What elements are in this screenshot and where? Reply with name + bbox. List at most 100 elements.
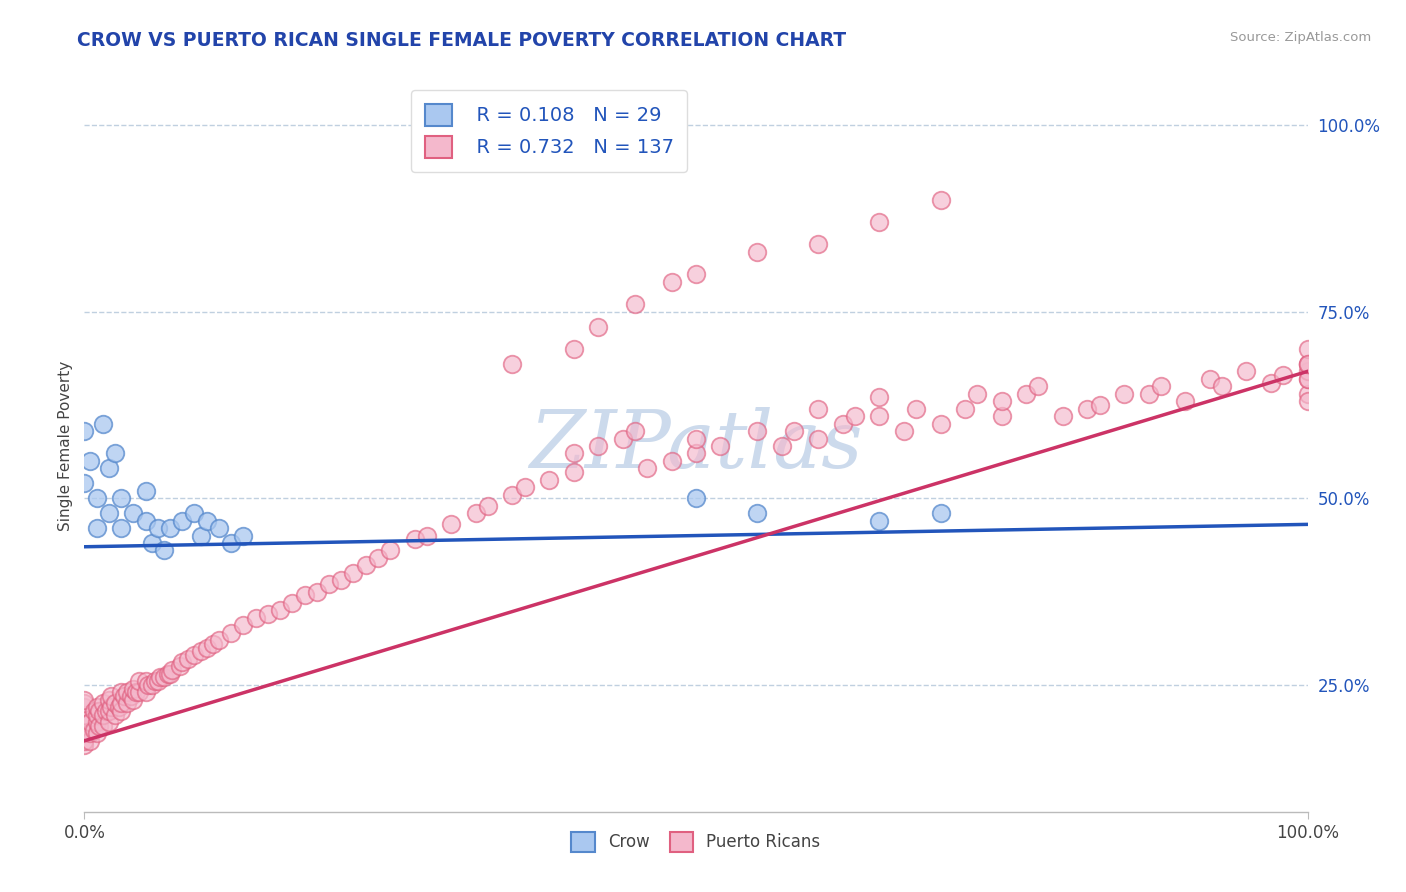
Point bbox=[146, 674, 169, 689]
Point bbox=[685, 432, 707, 446]
Point bbox=[1211, 379, 1233, 393]
Point bbox=[143, 674, 166, 689]
Point bbox=[245, 610, 267, 624]
Point bbox=[97, 461, 120, 475]
Point bbox=[477, 499, 499, 513]
Point bbox=[1296, 357, 1319, 371]
Point bbox=[172, 656, 194, 670]
Point bbox=[110, 521, 132, 535]
Point bbox=[190, 528, 212, 542]
Point bbox=[128, 674, 150, 689]
Point bbox=[122, 681, 145, 696]
Point bbox=[991, 394, 1014, 409]
Point bbox=[562, 446, 585, 460]
Point bbox=[73, 476, 96, 491]
Point bbox=[153, 670, 176, 684]
Point bbox=[104, 446, 127, 460]
Point bbox=[354, 558, 377, 573]
Point bbox=[128, 685, 150, 699]
Point bbox=[869, 514, 891, 528]
Point bbox=[162, 663, 184, 677]
Point bbox=[73, 707, 96, 722]
Point bbox=[538, 473, 561, 487]
Point bbox=[73, 700, 96, 714]
Point bbox=[562, 465, 585, 479]
Point bbox=[586, 439, 609, 453]
Point bbox=[104, 697, 127, 711]
Point bbox=[73, 734, 96, 748]
Point bbox=[91, 417, 114, 431]
Point bbox=[305, 584, 328, 599]
Point bbox=[1296, 357, 1319, 371]
Point bbox=[966, 386, 988, 401]
Point bbox=[893, 424, 915, 438]
Point bbox=[120, 689, 142, 703]
Point bbox=[807, 237, 830, 252]
Point bbox=[342, 566, 364, 580]
Point bbox=[232, 618, 254, 632]
Point bbox=[1198, 372, 1220, 386]
Point bbox=[612, 432, 634, 446]
Point bbox=[330, 574, 353, 588]
Point bbox=[87, 704, 110, 718]
Text: ZIPatlas: ZIPatlas bbox=[529, 408, 863, 484]
Point bbox=[79, 454, 101, 468]
Point bbox=[1150, 379, 1173, 393]
Point bbox=[177, 651, 200, 665]
Point bbox=[747, 506, 769, 520]
Point bbox=[96, 704, 118, 718]
Point bbox=[122, 692, 145, 706]
Point bbox=[294, 588, 316, 602]
Point bbox=[125, 685, 148, 699]
Point bbox=[153, 543, 176, 558]
Point bbox=[269, 603, 291, 617]
Point bbox=[502, 357, 524, 371]
Point bbox=[685, 268, 707, 282]
Point bbox=[844, 409, 866, 424]
Point bbox=[97, 704, 120, 718]
Point bbox=[79, 734, 101, 748]
Point bbox=[91, 707, 114, 722]
Point bbox=[83, 704, 105, 718]
Point bbox=[929, 417, 952, 431]
Point bbox=[624, 297, 647, 311]
Point bbox=[869, 409, 891, 424]
Point bbox=[661, 275, 683, 289]
Point bbox=[86, 491, 108, 506]
Point bbox=[464, 506, 486, 520]
Point bbox=[107, 700, 129, 714]
Point bbox=[135, 483, 157, 498]
Point bbox=[318, 577, 340, 591]
Point bbox=[1076, 401, 1098, 416]
Point bbox=[404, 533, 426, 547]
Point bbox=[380, 543, 402, 558]
Point bbox=[807, 432, 830, 446]
Point bbox=[219, 625, 242, 640]
Point bbox=[367, 551, 389, 566]
Point bbox=[747, 244, 769, 259]
Point bbox=[201, 637, 224, 651]
Point bbox=[1296, 394, 1319, 409]
Point bbox=[586, 319, 609, 334]
Point bbox=[112, 689, 135, 703]
Point bbox=[141, 536, 163, 550]
Point bbox=[73, 726, 96, 740]
Text: CROW VS PUERTO RICAN SINGLE FEMALE POVERTY CORRELATION CHART: CROW VS PUERTO RICAN SINGLE FEMALE POVER… bbox=[77, 31, 846, 50]
Point bbox=[156, 666, 179, 681]
Point bbox=[1174, 394, 1197, 409]
Point bbox=[115, 685, 138, 699]
Point bbox=[135, 514, 157, 528]
Point bbox=[1015, 386, 1038, 401]
Point bbox=[110, 697, 132, 711]
Point bbox=[905, 401, 928, 416]
Point bbox=[281, 596, 304, 610]
Point bbox=[97, 506, 120, 520]
Y-axis label: Single Female Poverty: Single Female Poverty bbox=[58, 361, 73, 531]
Point bbox=[86, 715, 108, 730]
Point bbox=[1260, 376, 1282, 390]
Point bbox=[141, 678, 163, 692]
Point bbox=[86, 726, 108, 740]
Point bbox=[79, 715, 101, 730]
Point bbox=[929, 506, 952, 520]
Point bbox=[1088, 398, 1111, 412]
